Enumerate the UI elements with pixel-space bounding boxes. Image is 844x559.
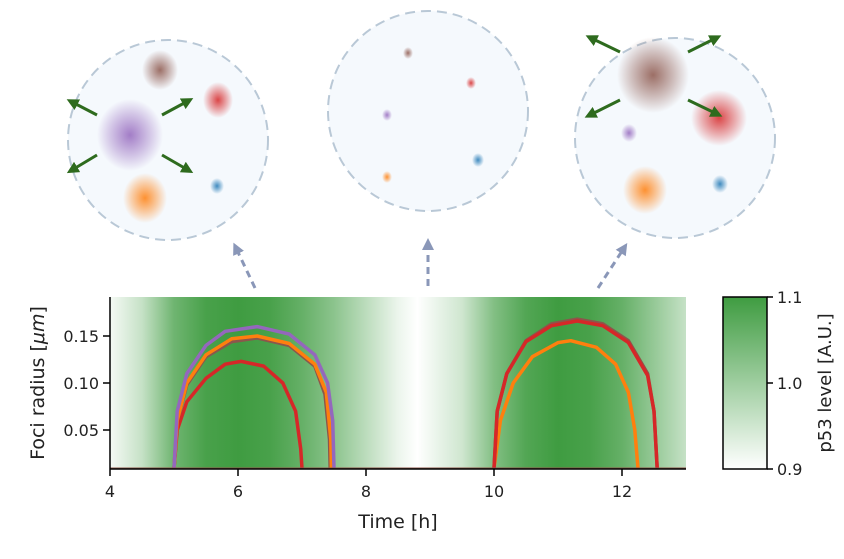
focus-blue (712, 175, 728, 193)
focus-brown (617, 37, 689, 113)
y-ticks: 0.05 0.10 0.15 (63, 327, 110, 440)
focus-orange (382, 171, 392, 183)
colorbar-tick-label: 1.0 (777, 374, 802, 393)
y-axis-label: Foci radius [μm] (27, 306, 49, 460)
growth-arrow-icon (66, 153, 98, 174)
arrow-to-cell-1 (233, 242, 257, 289)
connector-arrows (233, 238, 628, 289)
growth-arrow-icon (585, 35, 621, 54)
focus-purple (621, 124, 637, 142)
focus-blue (472, 153, 484, 167)
growth-arrow-icon (161, 98, 194, 117)
focus-orange (123, 173, 167, 223)
series-orange-focus-1 (172, 334, 334, 469)
x-tick-label: 12 (612, 482, 632, 501)
colorbar-tick-label: 1.1 (777, 288, 802, 307)
focus-red (466, 77, 476, 89)
focus-red (203, 82, 233, 118)
colorbar-label: p53 level [A.U.] (815, 313, 836, 452)
y-tick-label: 0.05 (63, 421, 99, 440)
focus-brown (142, 50, 178, 90)
focus-blue (210, 178, 224, 194)
x-tick-label: 4 (105, 482, 115, 501)
series-red-focus-2 (492, 319, 659, 469)
x-tick-label: 8 (361, 482, 371, 501)
nucleus-outline (327, 10, 529, 212)
series-purple-focus-1 (172, 324, 336, 469)
cell-dissolved (327, 10, 529, 212)
x-tick-label: 10 (484, 482, 504, 501)
growth-arrow-icon (687, 35, 722, 54)
x-axis-label: Time [h] (357, 511, 437, 533)
x-tick-label: 6 (233, 482, 243, 501)
arrow-to-cell-3 (596, 242, 628, 289)
focus-brown (403, 47, 413, 59)
colorbar (722, 296, 768, 470)
series-orange-focus-2 (492, 338, 640, 469)
colorbar-tick-label: 0.9 (777, 460, 802, 479)
focus-red (691, 90, 747, 146)
growth-arrow-icon (687, 98, 723, 117)
focus-purple (97, 99, 163, 171)
focus-purple (382, 109, 392, 121)
p53-background (110, 297, 686, 469)
x-ticks: 4 6 8 10 12 (105, 469, 632, 501)
cell-growing (66, 39, 269, 241)
series-red-focus-1 (172, 359, 304, 469)
y-tick-label: 0.10 (63, 374, 99, 393)
colorbar-ticks: 1.1 1.0 0.9 (767, 288, 802, 479)
focus-orange (623, 166, 667, 214)
growth-arrow-icon (584, 98, 621, 118)
y-tick-label: 0.15 (63, 327, 99, 346)
cell-regrowing (574, 35, 776, 239)
growth-arrow-icon (66, 99, 98, 117)
growth-arrow-icon (161, 153, 194, 173)
